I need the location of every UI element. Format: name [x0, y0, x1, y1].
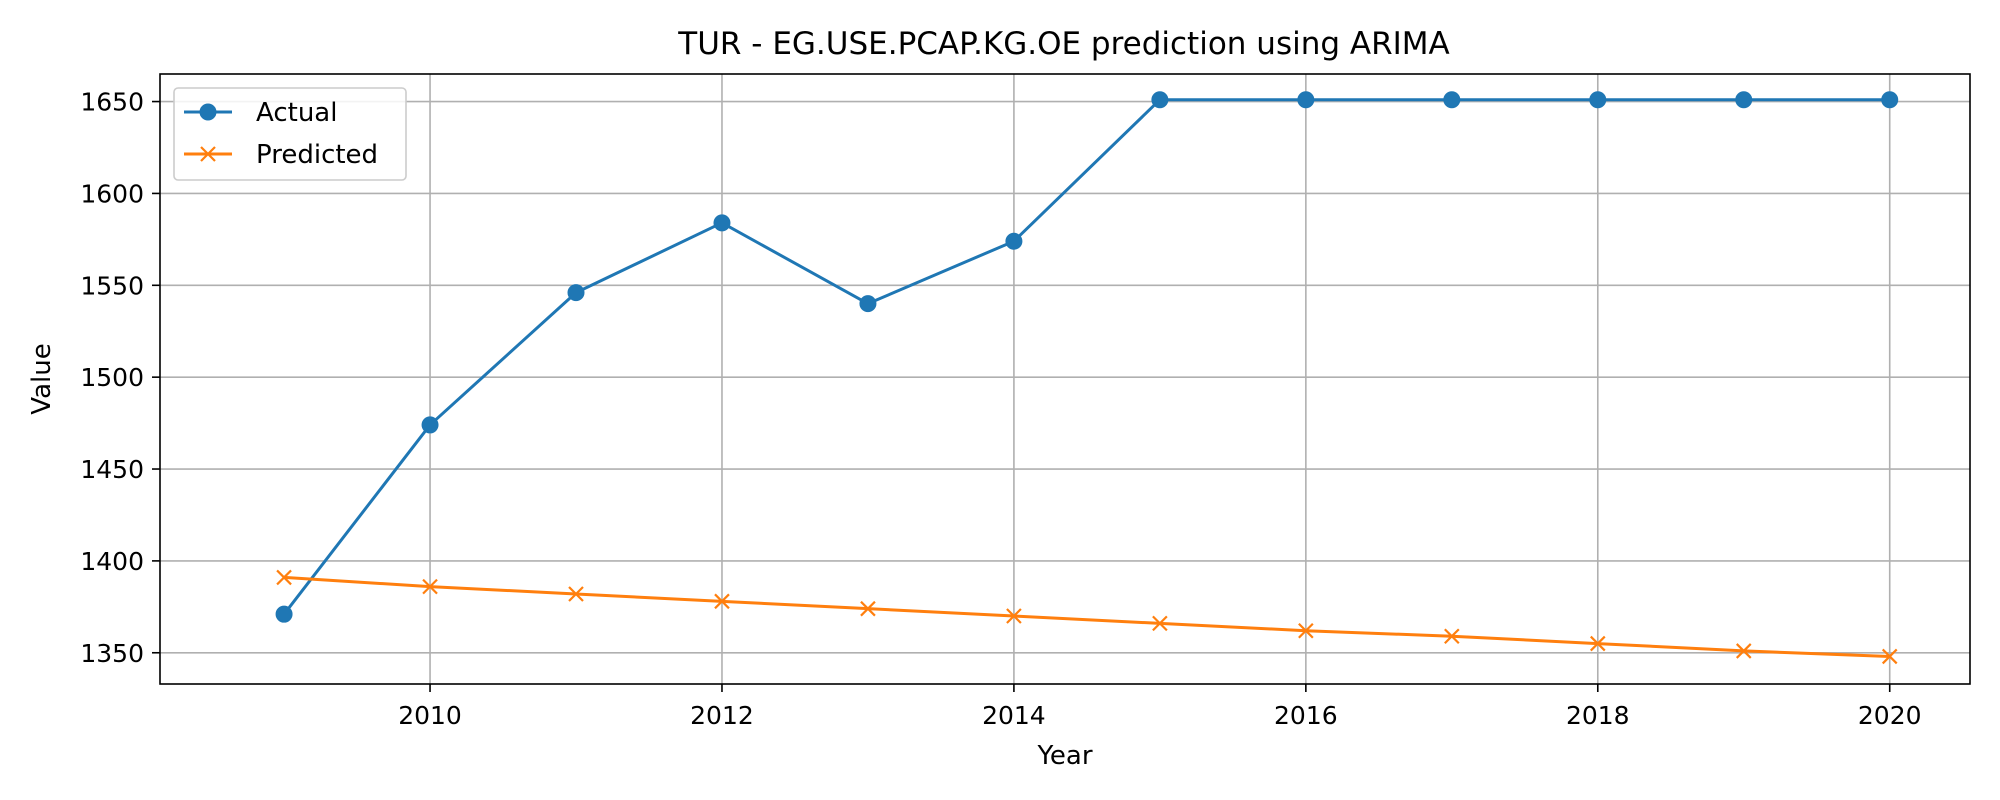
y-tick-label: 1550 [80, 271, 144, 300]
legend-label: Predicted [256, 140, 378, 170]
data-point [713, 214, 731, 232]
legend: Actual Predicted [173, 87, 407, 181]
x-tick-label: 2016 [1274, 701, 1338, 730]
legend-item: Actual [184, 98, 337, 128]
marker-stroke [1881, 648, 1898, 665]
marker-stroke [860, 600, 876, 617]
data-point [859, 295, 877, 313]
x-tick-label: 2020 [1858, 701, 1922, 730]
y-axis-label: Value [27, 343, 57, 414]
marker-stroke [276, 569, 292, 586]
data-point [1152, 615, 1168, 632]
marker-stroke [1590, 635, 1606, 652]
x-tick-label: 2018 [1566, 701, 1630, 730]
chart-title: TUR - EG.USE.PCAP.KG.OE prediction using… [677, 26, 1449, 62]
data-point [1735, 91, 1753, 109]
data-point [1298, 622, 1314, 639]
data-point [714, 593, 730, 610]
plot-frame [159, 73, 1971, 685]
data-point [1297, 91, 1315, 109]
data-point [1881, 648, 1898, 665]
data-point [1444, 628, 1460, 645]
marker-stroke [422, 578, 438, 595]
legend-item: Predicted [184, 140, 378, 170]
x-axis-label: Year [1036, 741, 1092, 771]
marker-stroke [1152, 615, 1168, 632]
legend-marker [199, 103, 217, 121]
series-line [282, 98, 1890, 616]
data-point [421, 416, 439, 434]
data-point [276, 569, 292, 586]
series-predicted [276, 569, 1898, 665]
marker-stroke [200, 146, 216, 162]
y-tick-label: 1500 [80, 363, 144, 392]
marker-stroke [1298, 622, 1314, 639]
series-actual [275, 91, 1899, 623]
data-point [422, 578, 438, 595]
series-line [283, 575, 1890, 658]
data-point [1005, 232, 1023, 250]
y-tick-label: 1350 [80, 639, 144, 668]
data-point [275, 605, 293, 623]
data-point [1443, 91, 1461, 109]
data-point [567, 284, 585, 302]
marker-stroke [714, 593, 730, 610]
x-tick-label: 2012 [690, 701, 754, 730]
grid [160, 74, 1970, 684]
data-point [1006, 608, 1022, 624]
y-tick-label: 1400 [80, 547, 144, 576]
x-tick-label: 2014 [982, 701, 1046, 730]
legend-label: Actual [256, 98, 337, 128]
data-point [1590, 635, 1606, 652]
y-tick-label: 1600 [80, 179, 144, 208]
marker-stroke [1735, 643, 1752, 659]
data-point [1735, 643, 1752, 659]
marker-stroke [1006, 608, 1022, 624]
data-point [1589, 91, 1607, 109]
x-tick-label: 2010 [398, 701, 462, 730]
data-point [860, 600, 876, 617]
data-point [568, 586, 584, 602]
data-point [1151, 91, 1169, 109]
legend-marker [200, 146, 216, 162]
marker-stroke [568, 586, 584, 602]
ticks: 2010 2012 2014 2016 2018 2020 1350 1400 1450 1500… [80, 88, 1921, 730]
series-layer [275, 91, 1899, 665]
y-tick-label: 1650 [80, 88, 144, 117]
data-point [1881, 91, 1899, 109]
y-tick-label: 1450 [80, 455, 144, 484]
marker-stroke [1444, 628, 1460, 645]
